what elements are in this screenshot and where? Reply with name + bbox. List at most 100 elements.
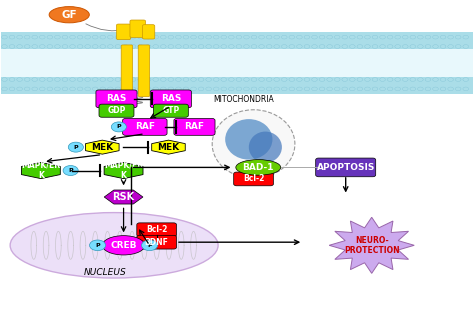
Circle shape [70,87,75,91]
Circle shape [146,35,151,39]
Circle shape [349,45,355,49]
Circle shape [456,35,461,39]
Circle shape [9,78,15,81]
Circle shape [183,35,189,39]
Circle shape [274,87,280,91]
Circle shape [319,45,325,49]
Circle shape [251,87,257,91]
Circle shape [228,35,234,39]
Circle shape [138,87,144,91]
Circle shape [327,35,332,39]
Circle shape [440,87,446,91]
Circle shape [349,35,355,39]
Ellipse shape [49,7,89,23]
Circle shape [357,45,363,49]
Circle shape [282,45,287,49]
Text: P: P [68,168,73,173]
Circle shape [380,35,385,39]
Circle shape [24,87,30,91]
Circle shape [153,87,158,91]
Circle shape [17,87,22,91]
Circle shape [342,35,347,39]
Circle shape [380,78,385,81]
Circle shape [62,87,68,91]
Circle shape [146,78,151,81]
Text: Bcl-2: Bcl-2 [243,174,264,183]
Ellipse shape [10,213,218,278]
Circle shape [228,78,234,81]
Circle shape [47,35,53,39]
Circle shape [108,45,113,49]
Polygon shape [152,140,185,154]
Text: P: P [147,243,152,248]
Circle shape [146,45,151,49]
Ellipse shape [212,110,295,178]
Circle shape [289,45,295,49]
Circle shape [274,35,280,39]
Circle shape [55,45,60,49]
Circle shape [456,78,461,81]
Circle shape [183,78,189,81]
Circle shape [365,45,370,49]
Text: MEK: MEK [157,143,180,152]
Circle shape [130,35,136,39]
Circle shape [123,35,128,39]
Circle shape [70,35,75,39]
Circle shape [130,45,136,49]
Circle shape [410,78,416,81]
Circle shape [297,45,302,49]
Circle shape [85,45,91,49]
Circle shape [90,240,106,251]
Circle shape [425,35,431,39]
Text: MEK: MEK [91,143,113,152]
FancyBboxPatch shape [99,104,134,117]
Circle shape [100,35,106,39]
Circle shape [175,35,181,39]
Circle shape [448,45,454,49]
Circle shape [123,45,128,49]
Circle shape [111,122,127,132]
Circle shape [425,78,431,81]
Text: CREB: CREB [110,241,137,250]
Circle shape [142,240,157,251]
Circle shape [92,78,98,81]
Circle shape [357,78,363,81]
Circle shape [32,35,37,39]
Circle shape [160,78,166,81]
FancyBboxPatch shape [117,24,131,40]
Circle shape [168,35,173,39]
Polygon shape [104,190,143,204]
Circle shape [319,35,325,39]
Circle shape [395,35,401,39]
Circle shape [221,45,227,49]
Circle shape [387,78,393,81]
Circle shape [1,35,7,39]
Circle shape [1,87,7,91]
Circle shape [17,35,22,39]
Circle shape [77,35,83,39]
Circle shape [160,45,166,49]
Circle shape [425,87,431,91]
Circle shape [274,45,280,49]
Circle shape [39,78,45,81]
Circle shape [138,45,144,49]
Circle shape [334,45,340,49]
Circle shape [319,87,325,91]
Circle shape [297,87,302,91]
Circle shape [349,78,355,81]
Circle shape [168,45,173,49]
FancyBboxPatch shape [96,90,137,108]
Circle shape [24,35,30,39]
Circle shape [387,45,393,49]
FancyBboxPatch shape [138,45,150,97]
Circle shape [70,78,75,81]
Circle shape [402,78,408,81]
Circle shape [312,35,318,39]
Circle shape [342,87,347,91]
Circle shape [402,45,408,49]
Circle shape [213,35,219,39]
Circle shape [198,87,204,91]
Circle shape [418,35,423,39]
Circle shape [282,35,287,39]
Circle shape [395,87,401,91]
